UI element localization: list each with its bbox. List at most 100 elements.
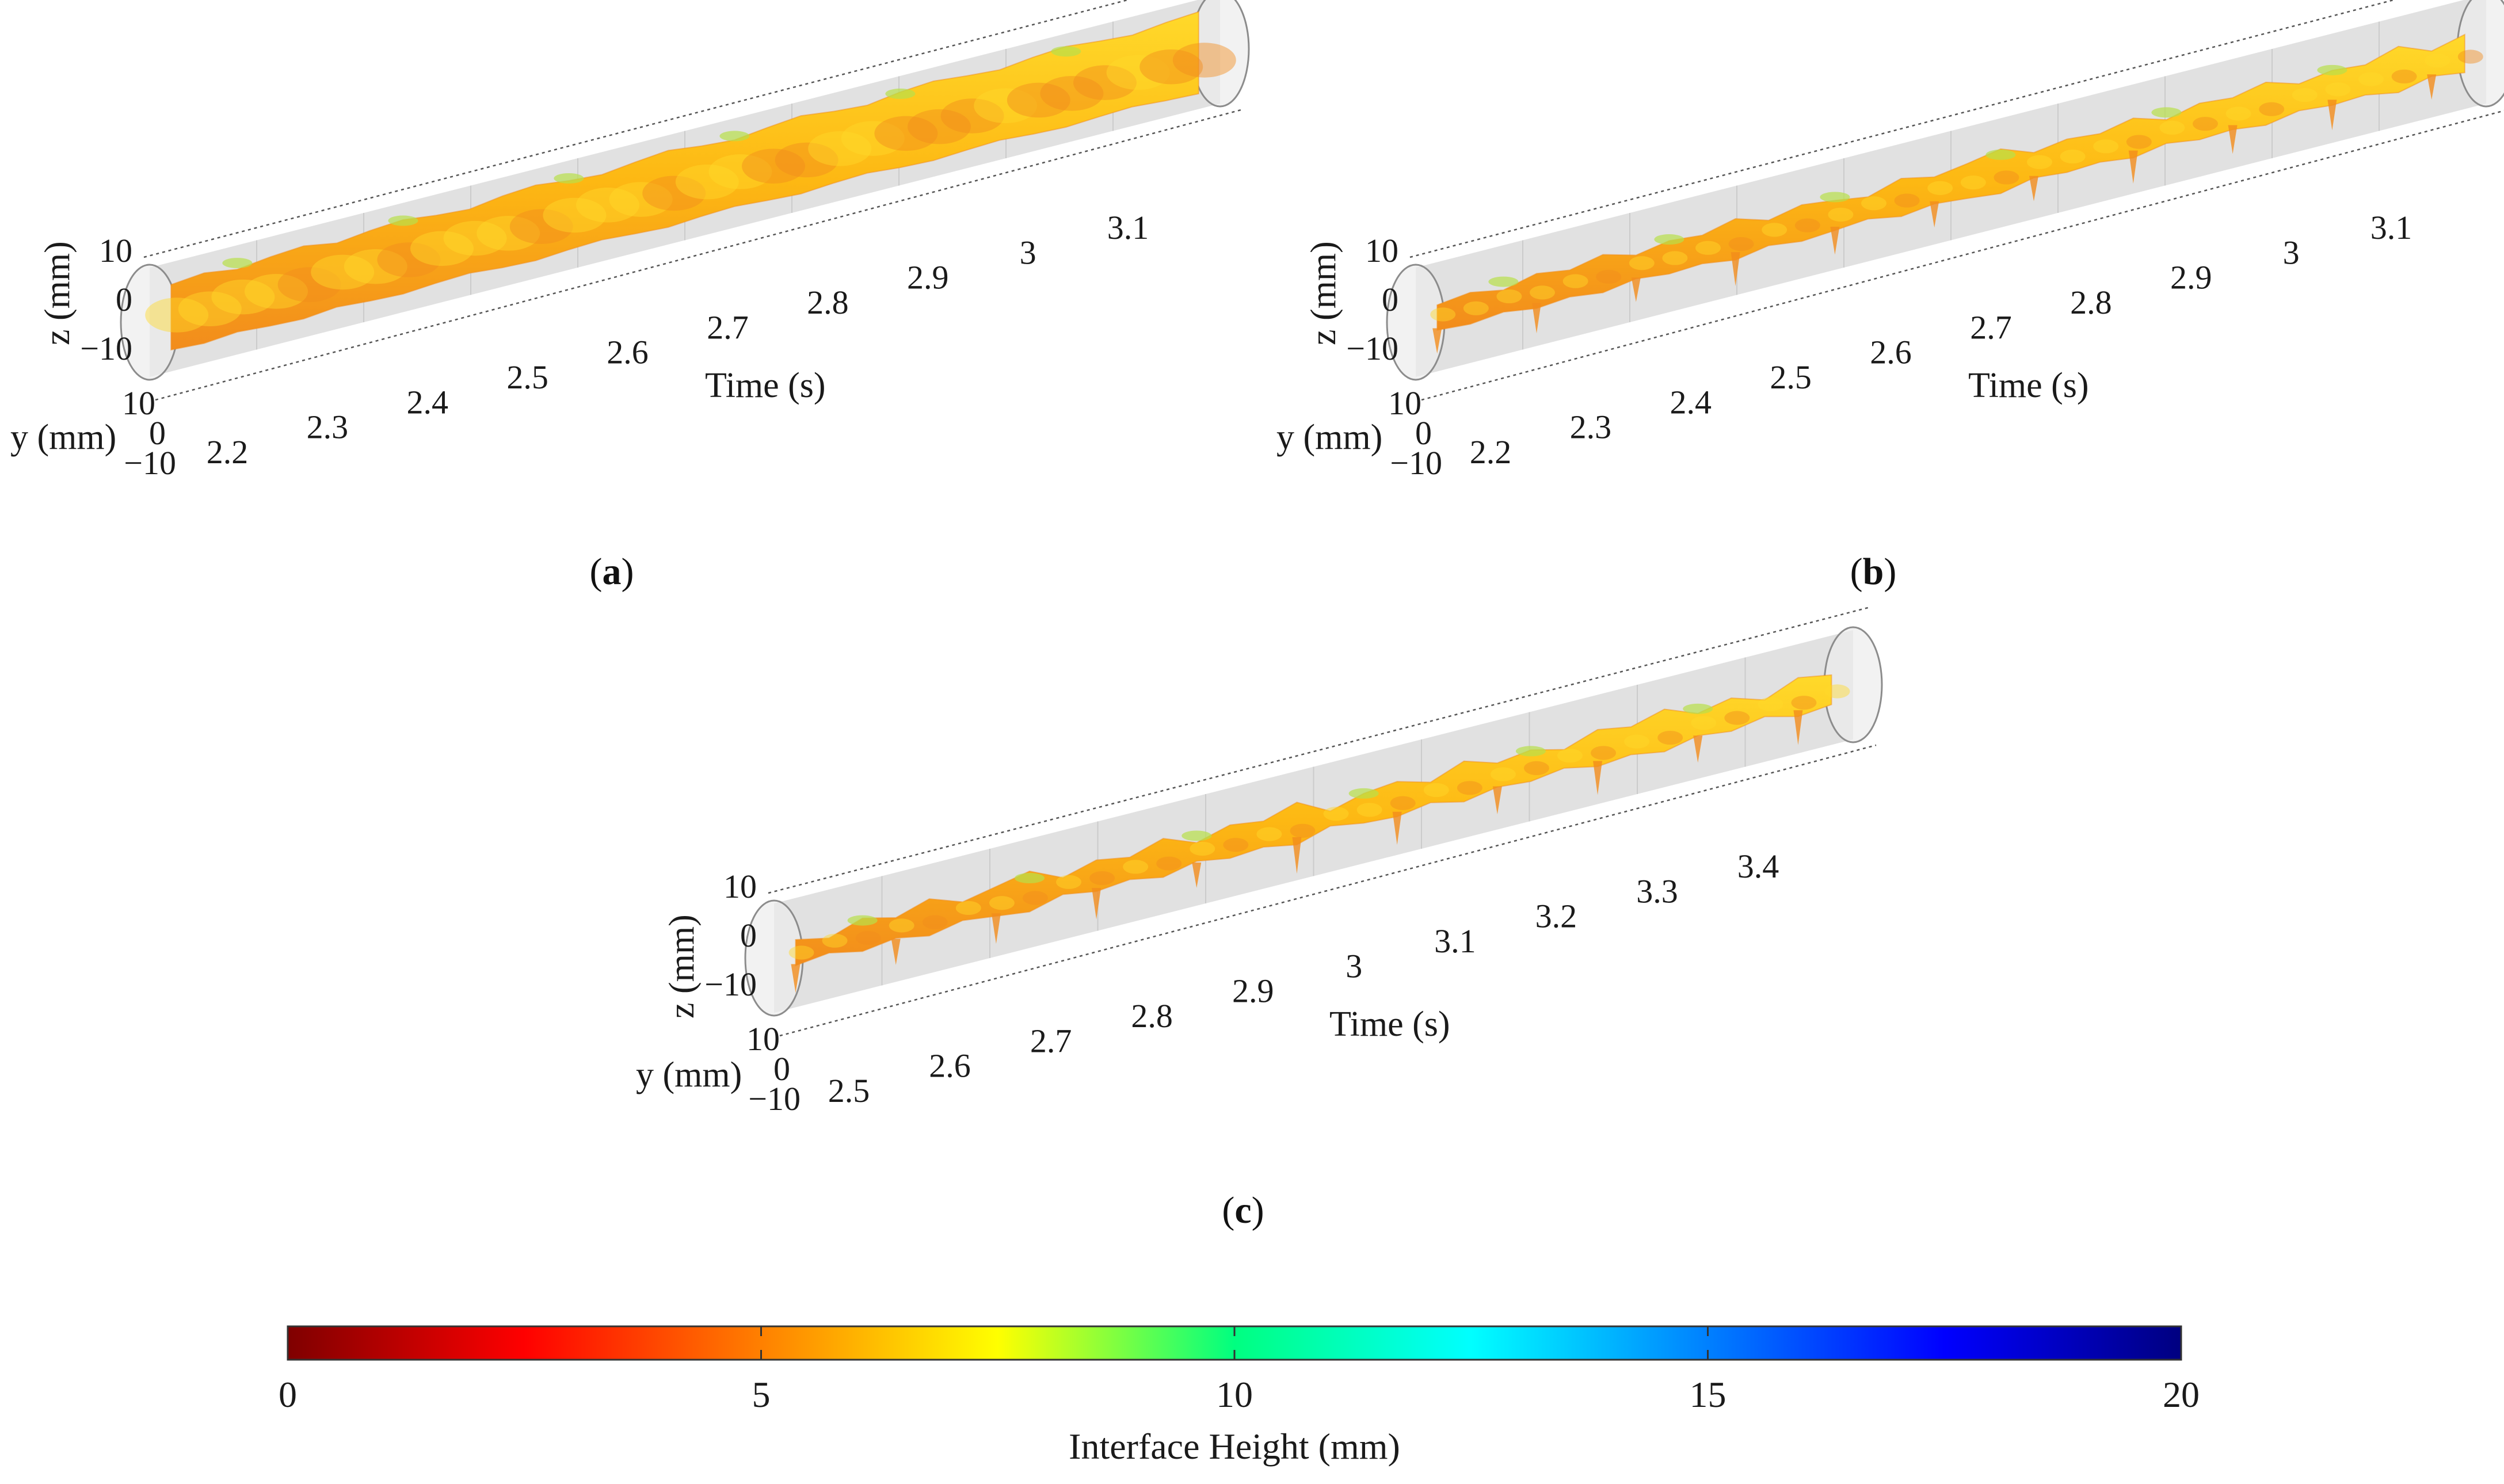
panel-c-surface-blob <box>1724 711 1750 725</box>
panel-a-surface-blob <box>509 209 573 244</box>
panel-b-surface-blob <box>1695 241 1721 255</box>
panel-c-x-tick-label: 2.7 <box>1030 1022 1072 1059</box>
panel-c-y-tick-label: −10 <box>748 1080 801 1117</box>
panel-a-surface-blob <box>642 176 706 211</box>
panel-b-x-tick-label: 2.4 <box>1670 383 1712 421</box>
panel-a-surface-highlight <box>885 88 916 99</box>
panel-c-x-tick-label: 3.2 <box>1535 898 1577 935</box>
panel-c-x-tick-label: 2.9 <box>1232 972 1274 1010</box>
panel-a-surface-blob <box>543 197 607 233</box>
colorbar-tick-label: 0 <box>279 1374 297 1415</box>
panel-b-xlabel: Time (s) <box>1968 366 2089 405</box>
panel-a-x-ticks: 2.2 2.3 2.4 2.5 2.6 2.7 2.8 2.9 3 3.1 <box>207 209 1149 471</box>
panel-b-surface-blob <box>2060 149 2086 164</box>
panel-b-surface-highlight <box>1985 149 2016 160</box>
panel-a-surface-blob <box>808 131 872 166</box>
panel-a: 2.22.32.42.52.62.72.82.933.1 100−10 100−… <box>10 0 1250 593</box>
panel-c-ylabel: y (mm) <box>636 1055 742 1094</box>
panel-b-surface-spike <box>2228 125 2238 154</box>
panel-a-x-tick-label: 2.9 <box>907 259 949 296</box>
panel-c-surface-spike <box>1092 888 1102 920</box>
panel-c-surface-spike <box>1593 761 1603 795</box>
panel-c-zlabel: z (mm) <box>662 914 702 1018</box>
panel-c-interface-surface <box>795 674 1832 967</box>
panel-a-interface-surface <box>170 11 1199 351</box>
panel-b-z-ticks: 10 0 −10 <box>1346 232 1398 367</box>
panel-c-surface-spike <box>1292 837 1302 874</box>
panel-c-surface-blob <box>822 933 848 948</box>
colorbar-ticks: 0 5 10 15 20 <box>279 1326 2200 1415</box>
panel-a-surface-blob <box>311 254 375 290</box>
colorbar-tick-label: 5 <box>752 1374 771 1415</box>
panel-b: 2.22.32.42.52.62.72.82.933.1 100−10 100−… <box>1276 0 2504 593</box>
panel-b-x-tick-label: 2.9 <box>2170 259 2212 296</box>
panel-b-surface <box>1430 33 2483 354</box>
panel-c-surface-blob <box>1758 697 1783 712</box>
panel-a-x-tick-label: 2.6 <box>607 334 649 371</box>
panel-b-y-tick-label: −10 <box>1390 444 1442 482</box>
panel-b-ylabel: y (mm) <box>1276 418 1382 457</box>
panel-a-surface-blob <box>1073 65 1137 100</box>
panel-c-surface-blob <box>1056 875 1082 889</box>
panel-b-x-tick-label: 2.3 <box>1570 409 1612 446</box>
panel-c-surface-blob <box>1691 716 1717 730</box>
panel-c-y-tick-label: 10 <box>746 1020 780 1058</box>
panel-b-x-tick-label: 2.7 <box>1970 308 2012 346</box>
panel-a-x-tick-label: 2.8 <box>807 284 849 321</box>
panel-b-surface-blob <box>1562 274 1588 288</box>
panel-b-surface-spike <box>1731 252 1740 287</box>
panel-c-x-tick-label: 2.6 <box>929 1047 971 1085</box>
panel-b-surface-blob <box>2457 49 2483 64</box>
panel-b-surface-blob <box>2193 117 2218 131</box>
panel-c-xlabel: Time (s) <box>1329 1005 1450 1044</box>
panel-b-box-edge <box>1409 0 2396 258</box>
panel-b-surface-blob <box>1629 256 1655 270</box>
panel-a-y-ticks: 100−10 <box>122 384 176 482</box>
panel-a-surface-blob <box>277 267 341 302</box>
panel-a-surface-blob <box>1040 76 1104 111</box>
panel-c-surface-blob <box>1190 841 1215 856</box>
panel-c-surface-spike <box>891 939 901 965</box>
panel-c-surface-spike <box>991 913 1001 944</box>
panel-c-z-tick-label: 10 <box>723 868 757 905</box>
panel-c-surface-highlight <box>1683 703 1713 714</box>
panel-a-surface-blob <box>1139 49 1203 85</box>
panel-c-surface-blob <box>1390 796 1416 810</box>
panel-b-z-tick-label: 10 <box>1365 232 1398 269</box>
panel-a-surface-blob <box>609 182 673 217</box>
panel-a-x-tick-label: 2.5 <box>506 358 548 396</box>
panel-a-surface-blob <box>576 188 639 223</box>
panel-a-z-ticks: 10 0 −10 <box>80 232 132 367</box>
panel-c-z-tick-label: −10 <box>704 966 757 1003</box>
panel-a-x-tick-label: 3.1 <box>1107 209 1149 246</box>
panel-c-surface <box>788 674 1850 993</box>
colorbar-tick-label: 15 <box>1690 1374 1726 1415</box>
panel-b-interface-surface <box>1436 33 2465 331</box>
panel-a-surface-blob <box>377 242 441 277</box>
panel-b-y-ticks: 100−10 <box>1388 384 1442 482</box>
panel-b-surface-blob <box>1596 269 1622 284</box>
panel-c-y-ticks: 100−10 <box>746 1020 801 1117</box>
panel-c-surface-blob <box>1591 746 1617 760</box>
panel-a-surface-highlight <box>388 215 418 226</box>
panel-b-surface-blob <box>1728 237 1754 251</box>
panel-c-surface-blob <box>955 901 981 915</box>
panel-c-x-tick-label: 3 <box>1346 947 1362 985</box>
panel-b-surface-spike <box>2427 74 2437 100</box>
panel-b-surface-spike <box>2128 150 2138 184</box>
panel-a-x-tick-label: 2.2 <box>207 433 249 471</box>
panel-a-surface-blob <box>940 98 1004 133</box>
panel-a-surface-blob <box>443 220 507 256</box>
panel-b-surface-blob <box>1762 223 1788 237</box>
panel-c-surface-highlight <box>1515 746 1546 757</box>
panel-c-surface-blob <box>1624 734 1650 749</box>
panel-c-surface-blob <box>1156 856 1182 871</box>
panel-c-surface-spike <box>1693 735 1703 763</box>
panel-b-surface-blob <box>2292 87 2318 102</box>
panel-a-surface-blob <box>344 249 407 284</box>
panel-c-surface-highlight <box>1182 830 1212 841</box>
panel-a-y-tick-label: 10 <box>122 384 155 422</box>
panel-b-y-tick-label: 0 <box>1415 414 1432 452</box>
panel-b-surface-blob <box>2126 135 2152 149</box>
panel-b-surface-blob <box>2259 102 2285 116</box>
